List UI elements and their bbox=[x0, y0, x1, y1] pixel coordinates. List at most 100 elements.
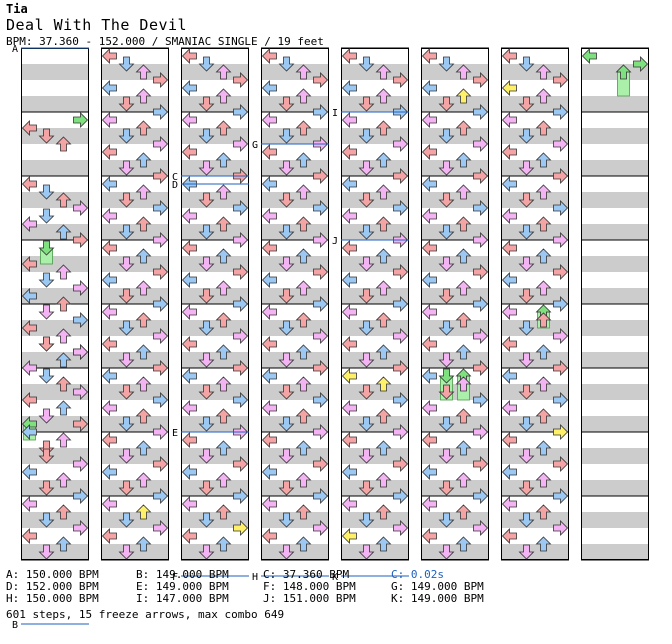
step-arrow bbox=[261, 48, 277, 64]
step-arrow bbox=[295, 152, 312, 168]
step-arrow bbox=[153, 104, 169, 120]
step-arrow bbox=[278, 512, 295, 528]
beat-band bbox=[581, 128, 649, 144]
step-arrow bbox=[38, 184, 55, 200]
step-arrow bbox=[295, 408, 312, 424]
step-arrow bbox=[393, 168, 409, 184]
beat-band bbox=[21, 544, 89, 560]
step-arrow bbox=[553, 296, 569, 312]
beat-band bbox=[501, 96, 569, 112]
step-arrow bbox=[261, 176, 277, 192]
step-arrow bbox=[375, 120, 392, 136]
beat-band bbox=[581, 448, 649, 464]
beat-band bbox=[501, 480, 569, 496]
step-arrow bbox=[295, 504, 312, 520]
step-arrow bbox=[455, 312, 472, 328]
beat-band bbox=[581, 512, 649, 528]
beat-band bbox=[421, 512, 489, 528]
step-arrow bbox=[455, 248, 472, 264]
step-arrow bbox=[535, 280, 552, 296]
step-arrow bbox=[21, 496, 37, 512]
step-arrow bbox=[153, 392, 169, 408]
step-arrow bbox=[341, 144, 357, 160]
step-arrow bbox=[438, 56, 455, 72]
step-arrow bbox=[518, 256, 535, 272]
step-arrow bbox=[261, 240, 277, 256]
step-arrow bbox=[375, 216, 392, 232]
step-arrow bbox=[358, 56, 375, 72]
beat-band bbox=[181, 64, 249, 80]
step-arrow bbox=[278, 416, 295, 432]
step-arrow bbox=[181, 48, 197, 64]
step-arrow bbox=[393, 200, 409, 216]
step-arrow bbox=[313, 424, 329, 440]
step-arrow bbox=[73, 456, 89, 472]
step-arrow bbox=[375, 408, 392, 424]
step-arrow bbox=[421, 208, 437, 224]
step-arrow bbox=[358, 256, 375, 272]
step-arrow bbox=[101, 272, 117, 288]
step-arrow bbox=[393, 520, 409, 536]
step-arrow bbox=[233, 232, 249, 248]
step-arrow bbox=[501, 368, 517, 384]
beat-band bbox=[341, 448, 409, 464]
step-arrow bbox=[118, 416, 135, 432]
step-arrow bbox=[278, 320, 295, 336]
beat-band bbox=[501, 128, 569, 144]
step-arrow bbox=[118, 384, 135, 400]
step-arrow bbox=[295, 88, 312, 104]
step-arrow bbox=[535, 248, 552, 264]
bpm-marker-label: J bbox=[332, 236, 338, 247]
step-arrow bbox=[313, 104, 329, 120]
step-arrow bbox=[375, 184, 392, 200]
step-arrow bbox=[38, 272, 55, 288]
step-arrow bbox=[393, 392, 409, 408]
step-arrow bbox=[278, 352, 295, 368]
step-arrow bbox=[341, 368, 357, 384]
step-arrow bbox=[38, 448, 55, 464]
step-arrow bbox=[181, 400, 197, 416]
beat-band bbox=[21, 352, 89, 368]
beat-band bbox=[421, 448, 489, 464]
step-arrow bbox=[501, 176, 517, 192]
step-arrow bbox=[473, 72, 489, 88]
step-arrow bbox=[455, 120, 472, 136]
step-arrow bbox=[181, 528, 197, 544]
step-arrow bbox=[21, 424, 37, 440]
step-arrow bbox=[215, 120, 232, 136]
step-arrow bbox=[198, 96, 215, 112]
step-arrow bbox=[375, 280, 392, 296]
step-arrow bbox=[278, 544, 295, 560]
step-arrow bbox=[295, 376, 312, 392]
beat-band bbox=[421, 160, 489, 176]
step-arrow bbox=[38, 368, 55, 384]
step-arrow bbox=[233, 200, 249, 216]
step-arrow bbox=[473, 328, 489, 344]
step-arrow bbox=[153, 232, 169, 248]
step-arrow bbox=[518, 416, 535, 432]
step-arrow bbox=[455, 376, 472, 392]
step-arrow bbox=[501, 432, 517, 448]
step-arrow bbox=[455, 88, 472, 104]
step-arrow bbox=[535, 216, 552, 232]
step-arrow bbox=[295, 280, 312, 296]
step-arrow bbox=[153, 264, 169, 280]
step-arrow bbox=[341, 208, 357, 224]
bpm-marker-label: K bbox=[332, 572, 338, 583]
step-arrow bbox=[518, 192, 535, 208]
step-arrow bbox=[233, 392, 249, 408]
step-arrow bbox=[535, 184, 552, 200]
beat-band bbox=[261, 416, 329, 432]
step-arrow bbox=[553, 104, 569, 120]
step-arrow bbox=[438, 320, 455, 336]
beat-band bbox=[101, 544, 169, 560]
step-arrow bbox=[313, 520, 329, 536]
step-arrow bbox=[215, 504, 232, 520]
step-arrow bbox=[215, 472, 232, 488]
chart-summary: 601 steps, 15 freeze arrows, max combo 6… bbox=[6, 608, 285, 621]
step-arrow bbox=[473, 168, 489, 184]
step-arrow bbox=[518, 448, 535, 464]
step-arrow bbox=[455, 504, 472, 520]
step-arrow bbox=[101, 304, 117, 320]
step-arrow bbox=[278, 480, 295, 496]
